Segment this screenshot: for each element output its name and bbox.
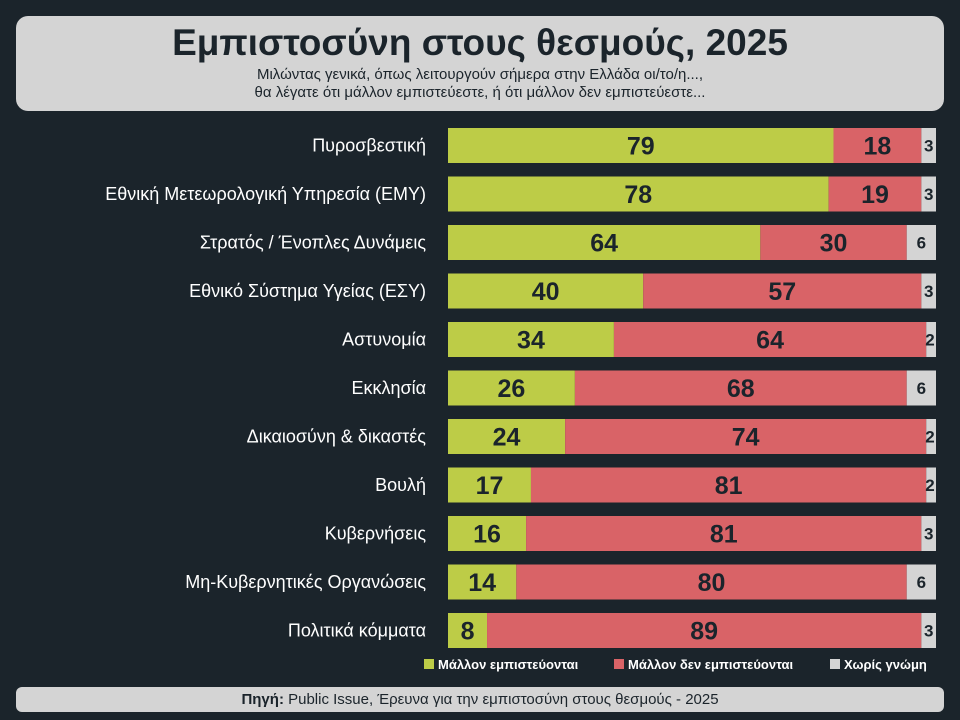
category-label: Εκκλησία	[351, 378, 426, 398]
chart-header: Εμπιστοσύνη στους θεσμούς, 2025 Μιλώντας…	[16, 16, 944, 111]
data-label: 2	[925, 331, 934, 350]
category-label: Μη-Κυβερνητικές Οργανώσεις	[185, 572, 426, 592]
data-label: 3	[924, 622, 933, 641]
data-label: 57	[768, 278, 796, 306]
data-label: 64	[756, 327, 784, 355]
chart-subtitle-line2: θα λέγατε ότι μάλλον εμπιστεύεστε, ή ότι…	[254, 84, 706, 101]
bar-segment	[906, 564, 936, 600]
category-label: Πολιτικά κόμματα	[288, 621, 426, 641]
category-label: Κυβερνήσεις	[325, 524, 427, 544]
source-label: Πηγή:	[241, 691, 284, 708]
legend-swatch	[830, 659, 840, 669]
bar-segment	[526, 516, 922, 551]
data-label: 34	[517, 327, 545, 355]
data-label: 81	[710, 521, 738, 549]
data-label: 16	[473, 521, 501, 549]
data-label: 18	[864, 133, 892, 161]
data-label: 3	[924, 185, 933, 204]
bar-segment	[530, 467, 927, 503]
bar-segment	[921, 176, 936, 212]
bar-segment	[828, 176, 922, 212]
bar-segment	[448, 225, 761, 260]
data-label: 8	[461, 618, 475, 646]
bar-segment	[921, 128, 936, 163]
data-label: 2	[925, 428, 934, 447]
legend-label: Μάλλον εμπιστεύονται	[438, 657, 579, 672]
data-label: 14	[468, 569, 496, 597]
data-label: 6	[917, 573, 926, 592]
bar-segment	[448, 516, 527, 551]
bar-segment	[487, 613, 922, 648]
data-label: 17	[476, 472, 504, 500]
data-label: 26	[498, 375, 526, 403]
data-label: 19	[861, 181, 889, 209]
data-label: 3	[924, 137, 933, 156]
category-label: Πυροσβεστική	[312, 136, 426, 156]
legend-swatch	[614, 659, 624, 669]
category-label: Εθνική Μετεωρολογική Υπηρεσία (ΕΜΥ)	[105, 184, 426, 204]
data-label: 6	[917, 379, 926, 398]
category-label: Αστυνομία	[342, 330, 426, 350]
bar-segment	[906, 370, 936, 406]
data-label: 40	[532, 278, 560, 306]
data-label: 3	[924, 525, 933, 544]
bar-segment	[448, 176, 829, 212]
bar-segment	[760, 225, 907, 260]
data-label: 79	[627, 133, 655, 161]
bar-segment	[613, 322, 927, 357]
category-label: Στρατός / Ένοπλες Δυνάμεις	[200, 233, 426, 253]
bar-segment	[448, 370, 575, 406]
category-label: Δικαιοσύνη & δικαστές	[247, 427, 427, 447]
category-label: Βουλή	[375, 475, 426, 495]
source-footer: Πηγή: Public Issue, Έρευνα για την εμπισ…	[16, 687, 944, 712]
data-label: 80	[698, 569, 726, 597]
legend-label: Μάλλον δεν εμπιστεύονται	[628, 657, 794, 672]
bar-segment	[448, 128, 834, 163]
bar-segment	[926, 419, 936, 454]
data-label: 30	[820, 230, 848, 258]
source-text: Public Issue, Έρευνα για την εμπιστοσύνη…	[283, 691, 719, 708]
bar-segment	[926, 467, 936, 503]
bar-segment	[448, 273, 644, 309]
bar-segment	[448, 322, 614, 357]
bar-segment	[516, 564, 907, 600]
bar-segment	[906, 225, 936, 260]
data-label: 74	[732, 424, 760, 452]
legend-swatch	[424, 659, 434, 669]
category-label: Εθνικό Σύστημα Υγείας (ΕΣΥ)	[189, 281, 426, 301]
data-label: 81	[715, 472, 743, 500]
data-label: 78	[624, 181, 652, 209]
data-label: 89	[690, 618, 718, 646]
chart-title: Εμπιστοσύνη στους θεσμούς, 2025	[172, 22, 788, 63]
data-label: 2	[925, 476, 934, 495]
bar-segment	[565, 419, 927, 454]
stacked-bar-chart: Πυροσβεστική 79 18 3 Εθνική Μετεωρολογική Υπ…	[105, 128, 936, 672]
data-label: 64	[590, 230, 618, 258]
data-label: 24	[493, 424, 521, 452]
bar-segment	[574, 370, 907, 406]
bar-segment	[448, 613, 488, 648]
bar-segment	[921, 273, 936, 309]
bar-segment	[921, 516, 936, 551]
legend-label: Χωρίς γνώμη	[844, 657, 927, 672]
bar-segment	[921, 613, 936, 648]
bar-segment	[448, 564, 517, 600]
data-label: 3	[924, 282, 933, 301]
data-label: 68	[727, 375, 755, 403]
data-label: 6	[917, 234, 926, 253]
bar-segment	[926, 322, 936, 357]
bar-segment	[833, 128, 922, 163]
bar-segment	[643, 273, 922, 309]
chart-subtitle-line1: Μιλώντας γενικά, όπως λειτουργούν σήμερα…	[256, 66, 704, 83]
bar-segment	[448, 419, 566, 454]
bar-segment	[448, 467, 531, 503]
